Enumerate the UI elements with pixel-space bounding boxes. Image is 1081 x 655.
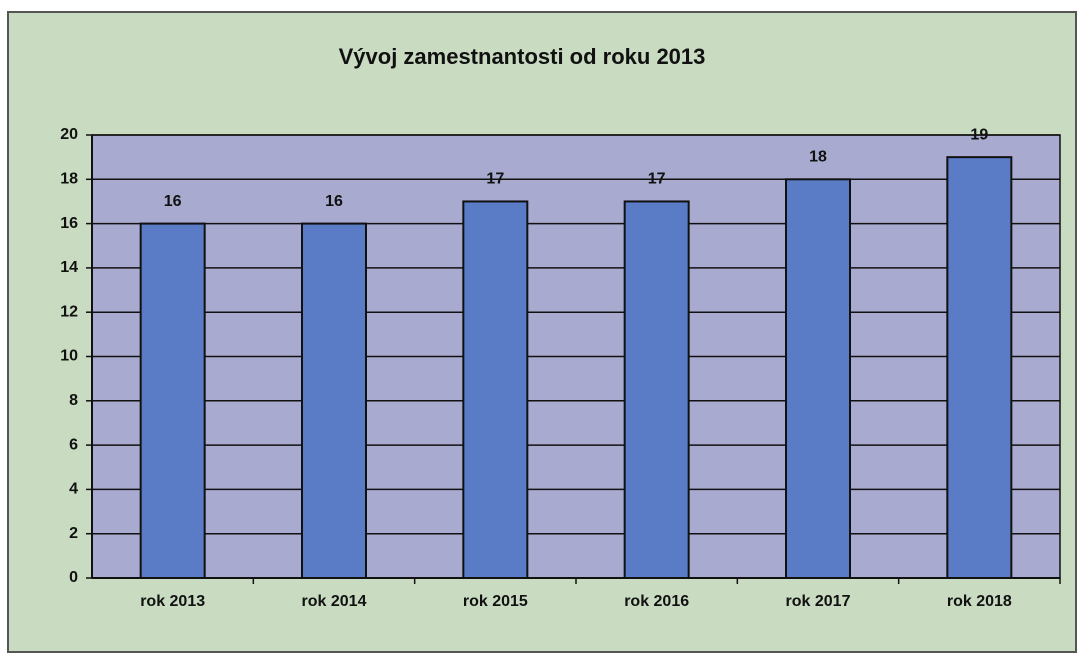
x-tick-label: rok 2013 xyxy=(140,593,205,610)
y-tick-label: 14 xyxy=(60,259,78,276)
y-tick-label: 0 xyxy=(69,569,78,586)
bar xyxy=(301,222,367,579)
y-tick-label: 12 xyxy=(60,303,78,320)
bar xyxy=(946,156,1013,579)
data-label: 19 xyxy=(970,126,988,143)
bar xyxy=(623,200,690,579)
y-tick-label: 6 xyxy=(69,436,78,453)
y-tick-label: 4 xyxy=(69,481,78,498)
data-label: 16 xyxy=(164,193,182,210)
y-tick-label: 10 xyxy=(60,348,78,365)
chart-title: Vývoj zamestnantosti od roku 2013 xyxy=(339,44,706,69)
data-label: 17 xyxy=(648,171,666,188)
bar xyxy=(462,200,529,579)
y-tick-label: 18 xyxy=(60,171,78,188)
y-tick-label: 16 xyxy=(60,215,78,232)
x-tick-label: rok 2014 xyxy=(302,593,367,610)
bar xyxy=(785,178,851,580)
data-label: 16 xyxy=(325,193,343,210)
data-label: 17 xyxy=(486,171,504,188)
bar xyxy=(139,222,206,579)
data-label: 18 xyxy=(809,149,827,166)
x-tick-label: rok 2018 xyxy=(947,593,1012,610)
x-tick-label: rok 2016 xyxy=(624,593,689,610)
y-tick-label: 8 xyxy=(69,392,78,409)
y-tick-label: 2 xyxy=(69,525,78,542)
y-tick-label: 20 xyxy=(60,126,78,143)
x-tick-label: rok 2015 xyxy=(463,593,528,610)
x-tick-label: rok 2017 xyxy=(786,593,851,610)
